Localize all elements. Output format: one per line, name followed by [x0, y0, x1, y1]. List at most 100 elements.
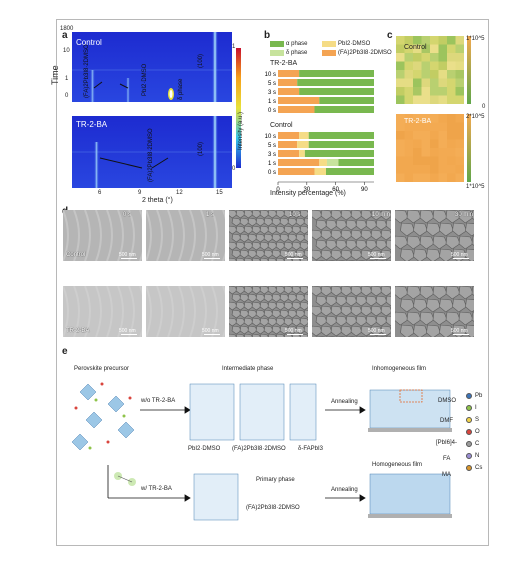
map-cell-control	[455, 61, 464, 70]
bar-segment	[297, 141, 309, 148]
map-cell-control	[413, 44, 422, 53]
map-cell-tr2ba	[430, 156, 439, 165]
map-cell-control	[438, 61, 447, 70]
element-legend-item: I	[466, 405, 477, 411]
sem-time-label: 1 s	[206, 212, 215, 218]
bar-category-label: 10 s	[265, 134, 276, 140]
bar-category-label: 3 s	[268, 90, 276, 96]
map-cell-tr2ba	[413, 131, 422, 140]
map-cell-control	[447, 87, 456, 96]
map-cell-control	[438, 78, 447, 87]
scale-bar	[287, 334, 303, 335]
map-cell-control	[430, 44, 439, 53]
bar-segment	[308, 141, 374, 148]
map-cell-tr2ba	[438, 165, 447, 174]
annot-100-top: (100)	[198, 53, 204, 68]
with-tr2ba-label: w/ TR-2-BA	[141, 486, 172, 492]
sem-image	[312, 210, 391, 261]
scale-bar-label: 500 nm	[368, 252, 385, 258]
map-cell-control	[421, 87, 430, 96]
map-cell-control	[438, 36, 447, 45]
sem-image	[63, 210, 142, 261]
scale-bar	[287, 258, 303, 259]
map-cell-tr2ba	[447, 173, 456, 182]
map-cell-control	[447, 78, 456, 87]
panel-c-bottom-max: 2*10^5	[466, 114, 485, 120]
bar-segment	[319, 159, 327, 166]
bar-category-label: 3 s	[268, 152, 276, 158]
map-cell-tr2ba	[455, 131, 464, 140]
map-cell-tr2ba	[404, 156, 413, 165]
bar-segment	[299, 150, 305, 157]
legend-swatch-fa2pb3i8	[322, 50, 336, 56]
element-legend-item: Cs	[466, 465, 482, 471]
map-cell-tr2ba	[430, 131, 439, 140]
map-colorbar	[467, 114, 471, 182]
map-cell-tr2ba	[396, 156, 405, 165]
bar-segment	[326, 168, 374, 175]
map-cell-tr2ba	[413, 148, 422, 157]
map-cell-control	[447, 53, 456, 62]
x-tick-label: 60	[332, 187, 339, 193]
panel-a-ytick-0: 0	[65, 93, 69, 99]
map-cell-control	[404, 44, 413, 53]
map-cell-control	[404, 70, 413, 79]
map-cell-tr2ba	[438, 173, 447, 182]
element-dot-icon	[466, 405, 472, 411]
figure-frame	[56, 19, 489, 546]
map-cell-tr2ba	[447, 139, 456, 148]
map-cell-tr2ba	[438, 114, 447, 123]
x-tick-label: 30	[303, 187, 310, 193]
map-cell-control	[455, 78, 464, 87]
map-cell-tr2ba	[455, 156, 464, 165]
map-cell-control	[438, 95, 447, 104]
map-cell-tr2ba	[413, 165, 422, 174]
map-cell-control	[430, 70, 439, 79]
heatmap-control	[72, 32, 232, 102]
scale-bar	[453, 334, 469, 335]
map-cell-tr2ba	[396, 122, 405, 131]
without-tr2ba-label: w/o TR-2-BA	[141, 398, 176, 404]
element-name: S	[475, 417, 480, 423]
map-cell-control	[455, 36, 464, 45]
scale-bar-label: 500 nm	[285, 328, 302, 334]
map-cell-control	[396, 61, 405, 70]
bar-segment	[297, 79, 374, 86]
map-cell-control	[421, 44, 430, 53]
scale-bar	[370, 258, 386, 259]
map-cell-control	[413, 95, 422, 104]
homogeneous-title: Homogeneous film	[372, 462, 423, 468]
map-cell-control	[447, 61, 456, 70]
legend-alpha: α phase	[270, 41, 307, 47]
element-legend-item: Pb	[466, 393, 482, 399]
map-cell-tr2ba	[404, 131, 413, 140]
sem-image	[229, 210, 308, 261]
map-cell-control	[396, 87, 405, 96]
bar-segment	[278, 141, 298, 148]
map-cell-tr2ba	[413, 114, 422, 123]
scale-bar	[121, 258, 137, 259]
bar-segment	[314, 106, 374, 113]
element-name: C	[475, 441, 480, 447]
map-cell-tr2ba	[430, 173, 439, 182]
scale-bar	[204, 334, 220, 335]
scale-bar	[370, 334, 386, 335]
map-cell-tr2ba	[421, 114, 430, 123]
map-cell-tr2ba	[421, 122, 430, 131]
map-cell-control	[421, 61, 430, 70]
map-cell-tr2ba	[413, 122, 422, 131]
element-name: I	[475, 405, 477, 411]
panel-a-xtick-9: 9	[138, 190, 142, 196]
element-dot-icon	[466, 441, 472, 447]
map-cell-control	[438, 53, 447, 62]
element-legend-item: O	[466, 429, 480, 435]
panel-a-ytick-1: 1	[65, 76, 69, 82]
map-cell-tr2ba	[455, 139, 464, 148]
precursor-title: Perovskite precursor	[74, 366, 130, 372]
map-cell-control	[421, 36, 430, 45]
scale-bar-label: 500 nm	[368, 328, 385, 334]
map-cell-control	[447, 70, 456, 79]
element-dot-icon	[466, 417, 472, 423]
sem-time-label: 10 min	[372, 212, 391, 218]
element-dot-icon	[466, 429, 472, 435]
